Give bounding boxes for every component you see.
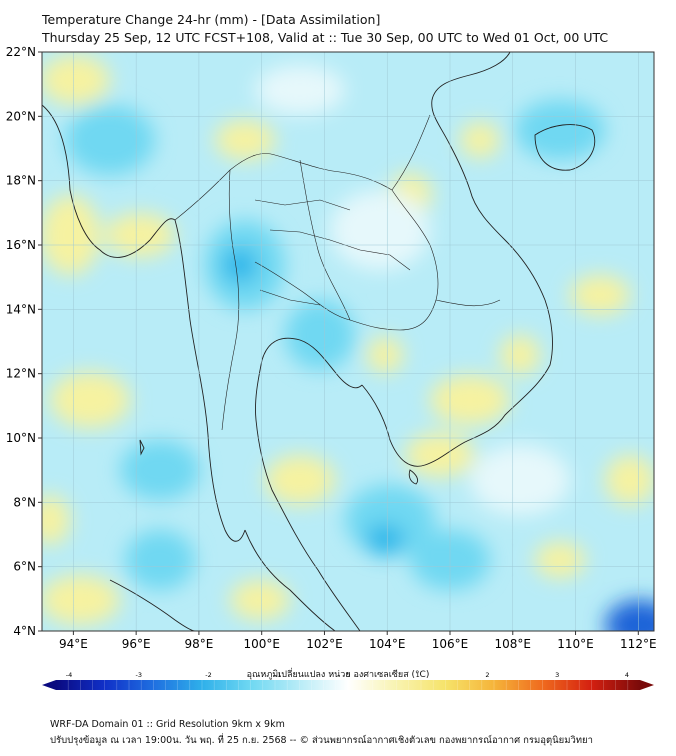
colorbar-tick-label: 2 — [485, 671, 489, 679]
colorbar-tick-label: -4 — [66, 671, 72, 679]
colorbar-tick-label: 0 — [346, 671, 350, 679]
lat-label: 12°N — [6, 367, 36, 381]
lon-label: 102°E — [306, 637, 343, 651]
colorbar-tick-label: 4 — [625, 671, 629, 679]
colorbar-tick-label: -2 — [205, 671, 211, 679]
lat-label: 6°N — [13, 560, 36, 574]
lat-label: 10°N — [6, 431, 36, 445]
longitude-labels: 94°E 96°E 98°E 100°E 102°E 104°E 106°E 108°E 110… — [59, 631, 657, 651]
colorbar-tick-label: -3 — [136, 671, 142, 679]
lon-label: 106°E — [432, 637, 469, 651]
footer-model-info: WRF-DA Domain 01 :: Grid Resolution 9km … — [50, 719, 285, 730]
colorbar: -4 -3 -2 -1 0 1 2 3 4 — [42, 671, 654, 690]
colorbar-max-arrow — [640, 680, 654, 690]
lon-label: 110°E — [557, 637, 594, 651]
lon-label: 94°E — [59, 637, 88, 651]
colorbar-tick-label: -1 — [275, 671, 281, 679]
lon-label: 100°E — [243, 637, 280, 651]
country-borders — [174, 114, 501, 431]
footer-update-info: ปรับปรุงข้อมูล ณ เวลา 19:00น. วัน พฤ. ที… — [50, 735, 593, 746]
lat-label: 4°N — [13, 624, 36, 638]
map-subtitle: Thursday 25 Sep, 12 UTC FCST+108, Valid … — [42, 30, 609, 45]
lat-label: 18°N — [6, 174, 36, 188]
colorbar-tick-label: 3 — [555, 671, 559, 679]
lat-label: 14°N — [6, 302, 36, 316]
colorbar-title: อุณหภูมิเปลี่ยนแปลง หน่วย องศาเซลเซียส (… — [246, 670, 430, 680]
latitude-labels: 22°N 20°N 18°N 16°N 14°N 12°N 10°N 8°N 6°N 4°N — [6, 45, 42, 638]
lon-label: 108°E — [495, 637, 532, 651]
colorbar-min-arrow — [42, 680, 56, 690]
map-title: Temperature Change 24-hr (mm) - [Data As… — [42, 12, 381, 27]
colorbar-gradient — [56, 680, 640, 690]
temperature-field — [42, 55, 654, 631]
lat-label: 20°N — [6, 109, 36, 123]
map-frame — [41, 51, 655, 632]
lon-label: 98°E — [184, 637, 213, 651]
lat-label: 16°N — [6, 238, 36, 252]
lat-label: 22°N — [6, 45, 36, 59]
lon-label: 104°E — [369, 637, 406, 651]
lon-label: 112°E — [620, 637, 657, 651]
lon-label: 96°E — [122, 637, 151, 651]
lat-lon-grid — [42, 52, 654, 631]
colorbar-tick-label: 1 — [416, 671, 420, 679]
coastlines — [42, 52, 596, 631]
lat-label: 8°N — [13, 495, 36, 509]
